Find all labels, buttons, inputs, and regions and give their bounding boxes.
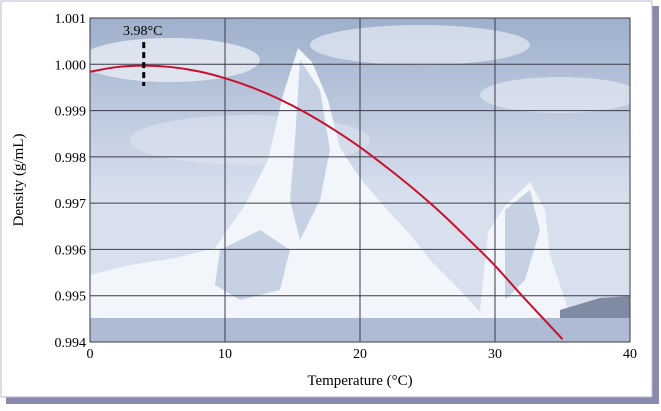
y-tick-labels: 0.994 0.995 0.996 0.997 0.998 0.999 1.000 1.001 [55,12,87,351]
x-tick-label-1: 10 [218,347,232,362]
y-tick-label-0: 0.994 [55,336,87,351]
y-tick-label-3: 0.997 [55,197,87,212]
y-tick-label-4: 0.998 [55,151,87,166]
x-tick-labels: 0 10 20 30 40 [87,347,638,362]
y-tick-label-2: 0.996 [55,243,87,258]
x-tick-label-2: 20 [353,347,367,362]
plot-border [89,17,631,343]
y-tick-label-6: 1.000 [55,58,87,73]
max-density-label: 3.98°C [123,24,162,39]
y-tick-label-7: 1.001 [55,12,87,27]
x-tick-label-0: 0 [87,347,94,362]
y-axis-label: Density (g/mL) [11,134,27,227]
y-tick-label-5: 0.999 [55,105,87,120]
y-tick-label-1: 0.995 [55,290,87,305]
x-tick-label-4: 40 [623,347,637,362]
x-tick-label-3: 30 [488,347,502,362]
density-curve [89,64,564,340]
x-axis-label: Temperature (°C) [307,373,412,389]
